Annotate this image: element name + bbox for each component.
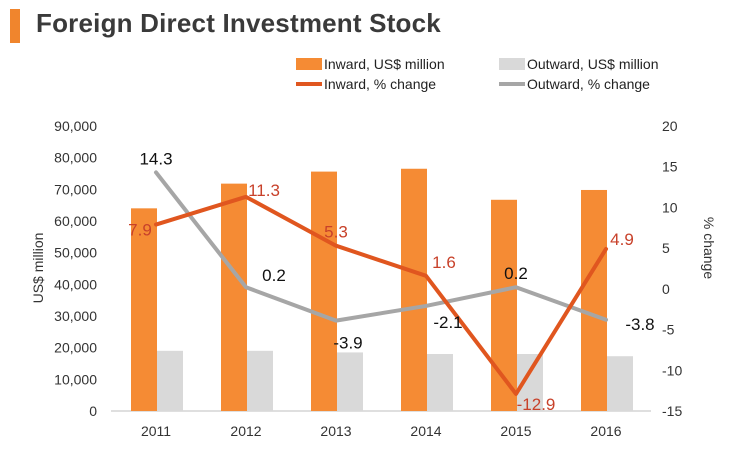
x-tick-label: 2013 <box>320 423 351 439</box>
legend-swatch-outward-bar <box>499 58 525 70</box>
y-tick-label: 30,000 <box>54 308 97 324</box>
data-label-inward-pct: 5.3 <box>324 223 348 242</box>
y2-tick-label: 15 <box>662 159 678 175</box>
y2-tick-label: 5 <box>662 240 670 256</box>
data-label-inward-pct: -12.9 <box>517 395 556 414</box>
bar-inward <box>581 189 607 411</box>
y-tick-label: 20,000 <box>54 340 97 356</box>
y2-tick-label: 10 <box>662 199 678 215</box>
line-inward-pct <box>154 194 608 396</box>
bar-outward <box>157 350 183 411</box>
legend-label-inward-bar: Inward, US$ million <box>324 56 445 72</box>
y-tick-label: 50,000 <box>54 245 97 261</box>
y-tick-label: 10,000 <box>54 371 97 387</box>
x-tick-label: 2016 <box>590 423 621 439</box>
data-label-outward-pct: -3.8 <box>625 315 654 334</box>
bar-inward <box>311 171 337 411</box>
data-labels: 7.9 11.3 5.3 1.6 -12.9 4.9 14.3 0.2 -3.9 -2.1 0.2 -… <box>128 149 654 413</box>
legend-label-inward-line: Inward, % change <box>324 76 436 92</box>
y2-axis-title: % change <box>701 217 717 279</box>
x-axis-ticks: 2011 2012 2013 2014 2015 2016 <box>141 423 622 439</box>
x-tick-label: 2012 <box>230 423 261 439</box>
bar-inward <box>131 208 157 411</box>
bar-inward <box>221 183 247 411</box>
bar-inward <box>401 168 427 411</box>
legend-swatch-inward-bar <box>296 58 322 70</box>
lines <box>154 170 608 396</box>
y-axis-title: US$ million <box>30 233 46 304</box>
legend-label-outward-line: Outward, % change <box>527 76 650 92</box>
data-label-outward-pct: -2.1 <box>433 313 462 332</box>
data-label-inward-pct: 11.3 <box>248 181 280 200</box>
y2-axis-ticks: -15 -10 -5 0 5 10 15 20 <box>662 118 682 419</box>
legend: Inward, US$ million Outward, US$ million… <box>296 56 659 92</box>
data-label-inward-pct: 1.6 <box>432 253 456 272</box>
data-label-outward-pct: 0.2 <box>504 264 528 283</box>
y2-tick-label: -15 <box>662 403 682 419</box>
y2-tick-label: -10 <box>662 362 682 378</box>
legend-label-outward-bar: Outward, US$ million <box>527 56 659 72</box>
y-tick-label: 70,000 <box>54 181 97 197</box>
y-tick-label: 90,000 <box>54 118 97 134</box>
data-label-outward-pct: -3.9 <box>333 334 362 353</box>
y-tick-label: 60,000 <box>54 213 97 229</box>
data-label-inward-pct: 7.9 <box>128 221 152 240</box>
bar-outward <box>337 352 363 411</box>
bar-outward <box>247 350 273 411</box>
x-tick-label: 2011 <box>141 423 171 439</box>
page-title: Foreign Direct Investment Stock <box>36 8 441 38</box>
y-tick-label: 0 <box>89 403 97 419</box>
y-tick-label: 80,000 <box>54 150 97 166</box>
x-tick-label: 2015 <box>500 423 531 439</box>
bars <box>131 168 633 411</box>
title-accent-bar <box>10 9 20 43</box>
x-tick-label: 2014 <box>410 423 441 439</box>
data-label-outward-pct: 0.2 <box>262 266 286 285</box>
bar-outward <box>427 354 453 411</box>
y2-tick-label: -5 <box>662 322 675 338</box>
data-label-inward-pct: 4.9 <box>610 230 634 249</box>
y2-tick-label: 0 <box>662 281 670 297</box>
line-outward-pct <box>154 170 608 323</box>
bar-outward <box>607 356 633 411</box>
data-label-outward-pct: 14.3 <box>139 149 172 168</box>
y-axis-ticks: 0 10,000 20,000 30,000 40,000 50,000 60,000 70,… <box>54 118 97 419</box>
y2-tick-label: 20 <box>662 118 678 134</box>
y-tick-label: 40,000 <box>54 276 97 292</box>
